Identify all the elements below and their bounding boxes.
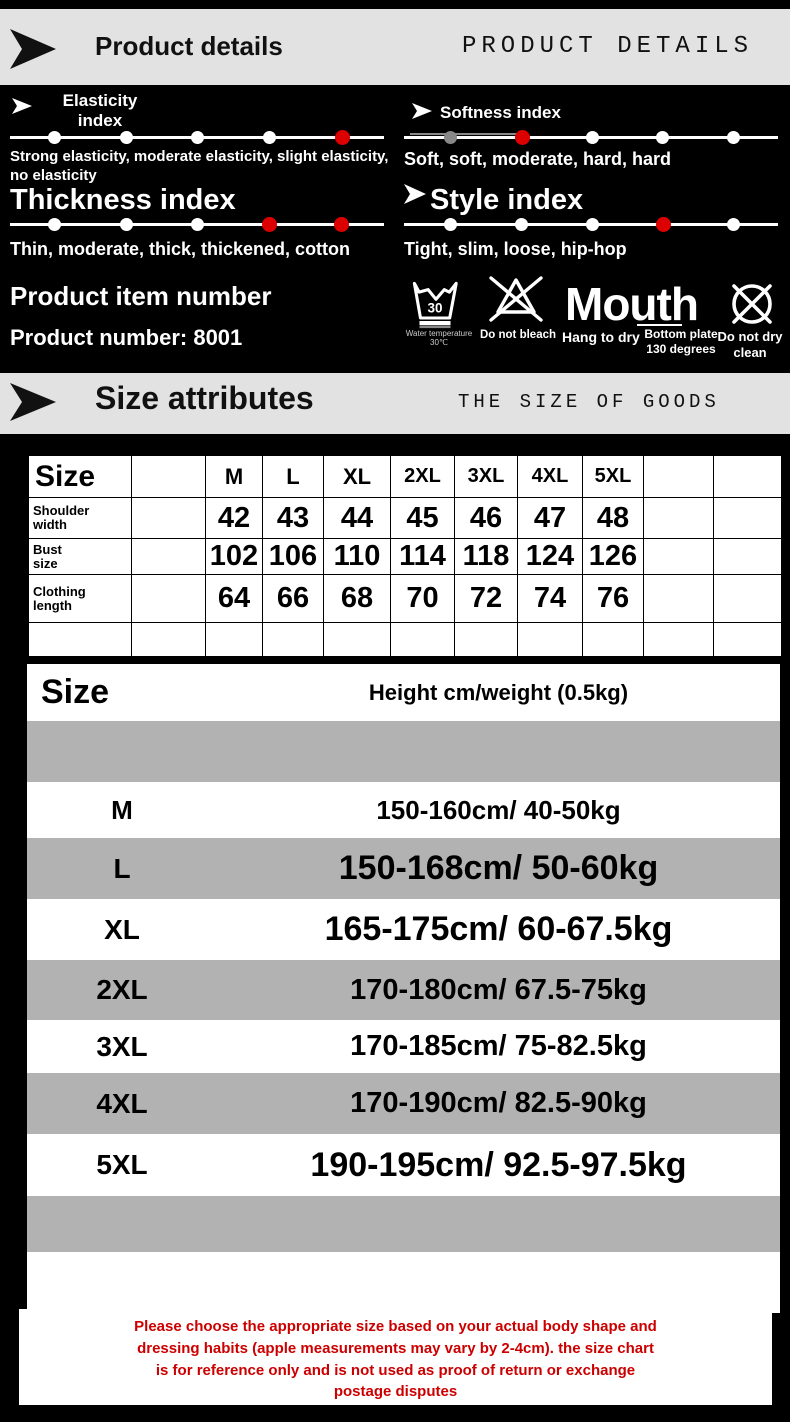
svg-text:30: 30 [427, 301, 442, 316]
